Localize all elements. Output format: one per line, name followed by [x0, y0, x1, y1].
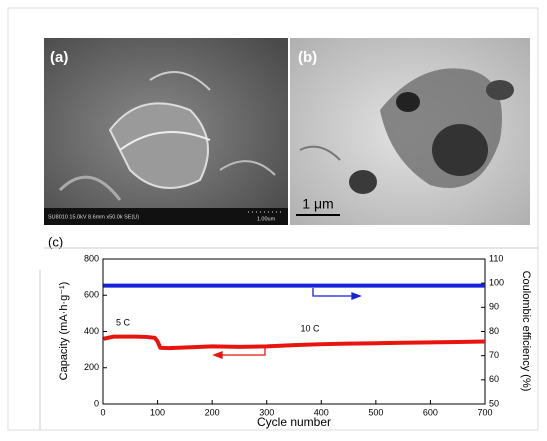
- frame: [7, 7, 539, 431]
- y2-tick-label: 60: [489, 374, 499, 384]
- scale-label: 1.00um: [257, 216, 276, 222]
- x-tick-label: 200: [205, 407, 220, 417]
- x-tick-label: 0: [100, 407, 105, 417]
- y-tick-label: 0: [94, 398, 99, 408]
- y-axis-label: Capacity (mA·h·g⁻¹): [58, 282, 70, 381]
- y2-tick-label: 70: [489, 350, 499, 360]
- y2-axis-label: Coulombic efficiency (%): [520, 271, 532, 392]
- x-tick-label: 500: [368, 407, 383, 417]
- plot: 0 100 200 300 400 500 600 700 0 200 400 600 800 50 60 7…: [84, 253, 504, 417]
- panel-label: (b): [298, 49, 317, 66]
- annotation: 5 C: [116, 317, 131, 327]
- x-axis-label: Cycle number: [257, 415, 331, 429]
- micrograph-a: SU8010 15.0kV 8.6mm x50.0k SE(U) 1.00um …: [44, 38, 288, 225]
- plot-frame: [102, 258, 486, 405]
- y-tick-label: 800: [84, 253, 99, 263]
- data-line: [103, 334, 486, 351]
- micrograph-b: 1 μm (b): [290, 38, 530, 225]
- y-tick-label: 600: [84, 290, 99, 300]
- y2-tick-label: 80: [489, 326, 499, 336]
- panel-label: (a): [50, 49, 68, 66]
- y-tick-label: 400: [84, 326, 99, 336]
- micrograph-info: SU8010 15.0kV 8.6mm x50.0k SE(U): [48, 214, 139, 220]
- annotation: 10 C: [300, 323, 320, 333]
- x-tick-label: 600: [423, 407, 438, 417]
- x-tick-label: 300: [259, 407, 274, 417]
- arrow: [212, 345, 266, 359]
- y2-tick-label: 110: [489, 253, 503, 263]
- x-tick-label: 700: [477, 407, 492, 417]
- y-tick-label: 200: [84, 362, 99, 372]
- scale-label: 1 μm: [302, 196, 333, 212]
- x-tick-label: 400: [314, 407, 329, 417]
- x-tick-label: 100: [150, 407, 165, 417]
- panel-label: (c): [48, 234, 63, 249]
- arrow: [312, 288, 362, 300]
- y2-tick-label: 90: [489, 302, 499, 312]
- y2-tick-label: 100: [489, 278, 504, 288]
- y2-tick-label: 50: [489, 398, 499, 408]
